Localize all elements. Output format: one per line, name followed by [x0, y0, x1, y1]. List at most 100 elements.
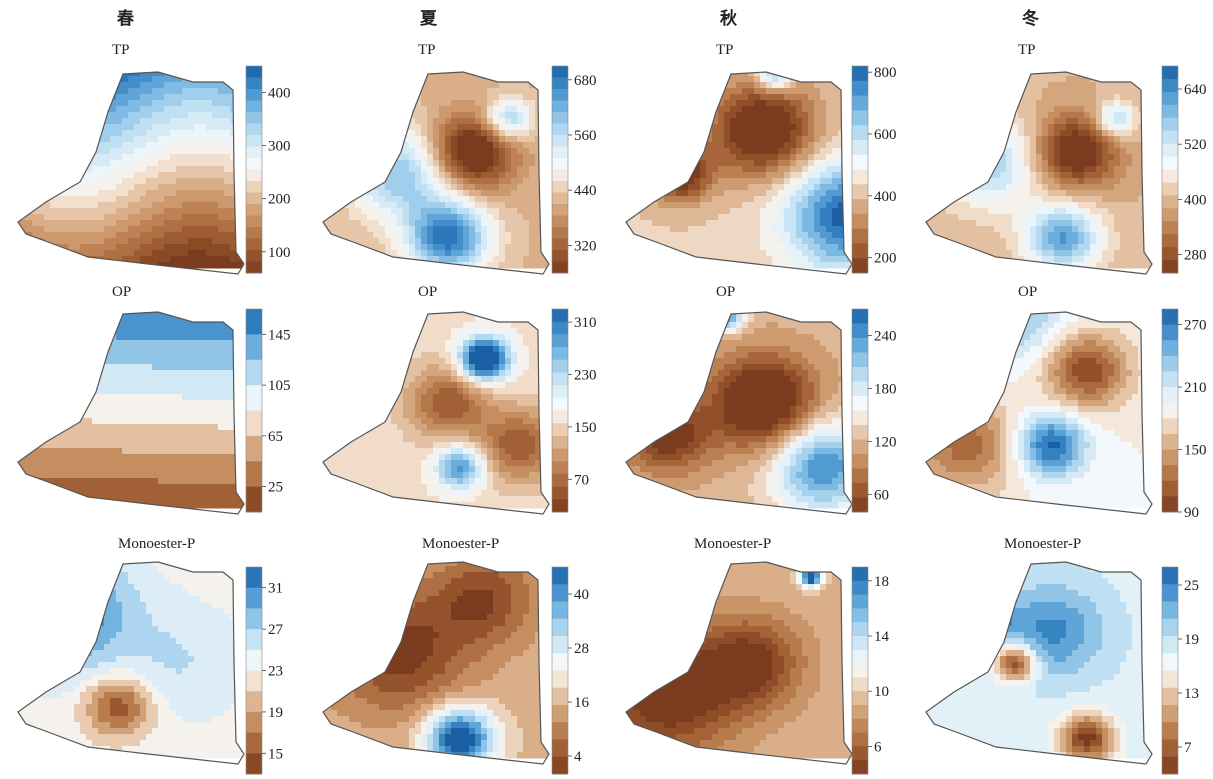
colorbar-segment	[852, 352, 868, 368]
colorbar-tick-label: 7	[1184, 740, 1192, 756]
colorbar-segment	[552, 397, 568, 411]
colorbar-segment	[1162, 104, 1178, 119]
colorbar-segment	[552, 227, 568, 239]
panel-title-winter-mono: Monoester-P	[1004, 536, 1082, 552]
map-panel-1	[17, 71, 245, 275]
colorbar-segment	[852, 732, 868, 747]
colorbar-segment	[552, 192, 568, 205]
colorbar-segment	[1162, 169, 1178, 183]
colorbar-segment	[1162, 91, 1178, 106]
colorbar-segment	[1162, 618, 1178, 637]
colorbar-segment	[552, 670, 568, 689]
colorbar-tick-label: 4	[574, 749, 582, 765]
contour-fill-8	[926, 312, 1152, 509]
colorbar-segment	[552, 158, 568, 170]
colorbar-segment	[1162, 156, 1178, 170]
colorbar-tick-label: 200	[874, 251, 897, 267]
colorbar-tick-label: 31	[268, 581, 283, 597]
colorbar-segment	[852, 258, 868, 274]
colorbar-tick-label: 90	[1184, 505, 1199, 521]
colorbar-segment	[1162, 208, 1178, 222]
colorbar-segment	[1162, 584, 1178, 602]
colorbar-tick-label: 23	[268, 664, 283, 680]
colorbar-2: 320 440 560 680	[551, 65, 597, 274]
colorbar-segment	[1162, 355, 1178, 372]
colorbar-segment	[1162, 221, 1178, 235]
map-panel-6	[322, 311, 550, 515]
colorbar-segment	[552, 238, 568, 251]
colorbar-segment	[552, 461, 568, 475]
colorbar-segment	[852, 213, 868, 230]
colorbar-tick-label: 150	[1184, 443, 1207, 459]
colorbar-segment	[552, 100, 568, 113]
panel-title-winter-tp: TP	[1018, 42, 1036, 58]
colorbar-segment	[552, 123, 568, 136]
colorbar-segment	[246, 66, 262, 78]
colorbar-segment	[552, 584, 568, 602]
colorbar-segment	[852, 95, 868, 111]
colorbar-segment	[1162, 756, 1178, 775]
colorbar-segment	[852, 367, 868, 382]
colorbar-tick-label: 13	[1184, 686, 1199, 702]
colorbar-7: 60 120 180 240	[851, 308, 897, 513]
colorbar-segment	[1162, 117, 1178, 132]
colorbar-segment	[552, 705, 568, 723]
region-outline-12	[925, 561, 1153, 765]
colorbar-tick-label: 600	[874, 127, 897, 143]
colorbar-tick-label: 310	[574, 315, 597, 331]
contour-fill-2	[323, 72, 549, 269]
colorbar-segment	[246, 250, 262, 262]
colorbar-segment	[552, 687, 568, 706]
colorbar-segment	[552, 486, 568, 500]
colorbar-segment	[1162, 309, 1178, 326]
colorbar-segment	[852, 622, 868, 637]
panel-title-autumn-mono: Monoester-P	[694, 536, 772, 552]
colorbar-segment	[1162, 722, 1178, 740]
colorbar-segment	[552, 309, 568, 323]
colorbar-segment	[852, 439, 868, 455]
colorbar-segment	[1162, 402, 1178, 419]
map-panel-3	[625, 71, 853, 275]
map-panel-11	[625, 561, 853, 765]
colorbar-segment	[246, 77, 262, 90]
region-outline-8	[925, 311, 1153, 515]
colorbar-segment	[852, 677, 868, 692]
region-outline-4	[925, 71, 1153, 275]
colorbar-tick-label: 400	[268, 86, 291, 102]
colorbar-segment	[246, 112, 262, 124]
colorbar-segment	[552, 334, 568, 348]
map-panel-8	[925, 311, 1153, 515]
colorbar-11: 6 10 14 18	[851, 566, 890, 775]
colorbar-tick-label: 105	[268, 378, 291, 394]
contour-fill-12	[926, 562, 1152, 759]
colorbar-segment	[552, 112, 568, 124]
colorbar-segment	[552, 435, 568, 449]
colorbar-tick-label: 70	[574, 472, 589, 488]
colorbar-segment	[552, 423, 568, 437]
colorbar-segment	[1162, 465, 1178, 482]
colorbar-segment	[246, 238, 262, 251]
colorbar-5: 25 65 105 145	[245, 308, 291, 513]
colorbar-segment	[852, 199, 868, 215]
colorbar-tick-label: 65	[268, 429, 283, 445]
colorbar-tick-label: 100	[268, 245, 291, 261]
colorbar-segment	[246, 334, 262, 361]
colorbar-segment	[246, 410, 262, 437]
colorbar-segment	[552, 347, 568, 361]
colorbar-segment	[552, 321, 568, 335]
colorbar-segment	[246, 192, 262, 205]
colorbar-segment	[246, 89, 262, 101]
contour-fill-11	[626, 562, 852, 759]
region-outline-7	[625, 311, 853, 515]
colorbar-segment	[852, 746, 868, 761]
region-outline-10	[322, 561, 550, 765]
colorbar-tick-label: 270	[1184, 318, 1207, 334]
colorbar-segment	[852, 663, 868, 678]
colorbar-segment	[1162, 653, 1178, 671]
colorbar-segment	[552, 739, 568, 758]
colorbar-segment	[552, 653, 568, 671]
colorbar-segment	[552, 181, 568, 193]
colorbar-segment	[246, 385, 262, 411]
colorbar-segment	[552, 636, 568, 654]
colorbar-segment	[852, 425, 868, 440]
